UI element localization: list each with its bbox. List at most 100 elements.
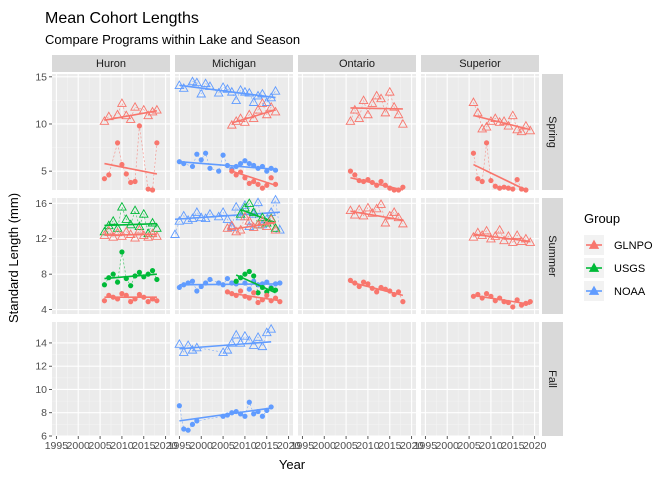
data-point <box>255 165 261 171</box>
data-point <box>198 157 204 163</box>
data-point <box>255 181 261 187</box>
data-point <box>510 304 516 310</box>
facet-grid: Huron Michigan Ontario Superior Spring 5 10 15 S… <box>35 55 563 452</box>
data-point <box>470 150 477 156</box>
series-glnpo-circle <box>470 291 533 310</box>
data-point <box>253 90 264 100</box>
series-noaa-triangle <box>174 76 281 106</box>
data-point <box>233 172 239 178</box>
data-point <box>255 290 261 296</box>
data-point <box>226 222 237 231</box>
y-tick-label: 5 <box>41 166 47 178</box>
data-point <box>485 116 496 125</box>
data-point <box>196 88 207 98</box>
data-point <box>99 230 110 239</box>
series-glnpo-circle <box>470 140 529 193</box>
data-point <box>123 171 129 177</box>
data-point <box>257 215 268 225</box>
data-point <box>101 176 108 182</box>
data-point <box>352 172 358 178</box>
data-point <box>259 284 266 291</box>
data-point <box>138 230 149 239</box>
series-glnpo-triangle <box>226 98 281 129</box>
data-point <box>516 236 527 246</box>
data-point <box>503 120 514 130</box>
data-point <box>145 271 151 277</box>
data-point <box>349 209 360 219</box>
data-point <box>268 298 274 304</box>
data-point <box>145 186 151 192</box>
panel-huron-summer <box>52 198 170 314</box>
series-glnpo-triangle <box>99 98 162 125</box>
data-point <box>360 178 367 185</box>
data-point <box>475 291 481 298</box>
data-point <box>233 292 239 299</box>
data-point <box>119 249 125 255</box>
data-point <box>257 212 268 222</box>
data-point <box>391 291 397 298</box>
data-point <box>261 97 272 106</box>
data-point <box>259 185 266 191</box>
data-point <box>362 109 373 119</box>
data-point <box>492 183 498 189</box>
data-point <box>149 268 156 274</box>
data-point <box>187 76 198 86</box>
data-point <box>213 211 224 221</box>
data-point <box>360 279 367 285</box>
data-point <box>468 97 479 106</box>
series-connector <box>350 91 404 125</box>
data-point <box>138 104 149 114</box>
legend-marker <box>588 239 600 249</box>
data-point <box>505 299 512 306</box>
panel-michigan-fall <box>174 322 293 437</box>
data-point <box>218 82 229 91</box>
data-point <box>251 178 257 185</box>
data-point <box>226 337 237 347</box>
data-point <box>154 140 160 146</box>
data-point <box>149 296 156 302</box>
data-point <box>114 140 121 146</box>
x-tick-label: 2005 <box>334 440 358 452</box>
series-glnpo-circle <box>101 123 160 193</box>
data-point <box>226 220 237 230</box>
x-axis-title: Year <box>279 457 306 472</box>
data-point <box>490 113 501 122</box>
data-point <box>185 280 191 286</box>
data-point <box>264 168 270 174</box>
data-point <box>114 279 121 285</box>
data-point <box>518 186 525 192</box>
data-point <box>501 184 507 190</box>
data-point <box>244 198 255 207</box>
data-point <box>242 280 248 286</box>
data-point <box>251 290 257 296</box>
data-point <box>268 285 274 291</box>
data-point <box>272 281 279 287</box>
series-glnpo-triangle <box>222 211 281 236</box>
data-point <box>170 229 180 238</box>
legend-item-usgs: USGS <box>584 258 645 278</box>
data-point <box>125 229 136 238</box>
data-point <box>268 165 274 171</box>
data-point <box>485 233 496 243</box>
data-point <box>224 162 231 169</box>
data-point <box>378 284 384 291</box>
data-point <box>472 227 483 237</box>
x-tick-label: 2010 <box>479 440 503 452</box>
data-point <box>242 293 248 299</box>
data-point <box>520 233 531 243</box>
data-point <box>235 84 246 94</box>
x-tick-label: 2020 <box>277 440 301 452</box>
data-point <box>270 194 281 204</box>
data-point <box>494 224 505 234</box>
data-point <box>365 281 371 287</box>
data-point <box>376 93 387 103</box>
data-point <box>468 231 479 241</box>
data-point <box>488 293 494 299</box>
data-point <box>108 215 119 225</box>
data-point <box>481 121 492 131</box>
data-point <box>251 411 257 417</box>
data-point <box>112 222 123 232</box>
data-point <box>248 207 259 216</box>
trend-line <box>473 163 527 191</box>
x-tick-label: 2005 <box>457 440 481 452</box>
